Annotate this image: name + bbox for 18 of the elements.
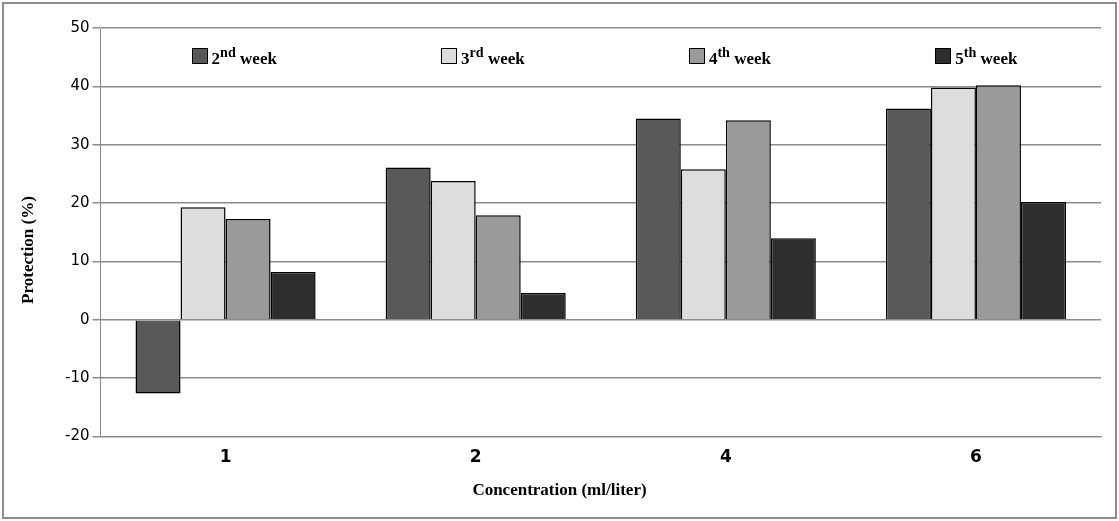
legend-label: 3$^{rd}$ week [461,44,525,69]
y-tick-label: -20 [65,426,90,445]
y-tick-label: -10 [65,368,90,387]
x-axis-title: Concentration (ml/liter) [471,480,648,500]
y-tick-label: 20 [70,193,90,211]
x-tick-label: 1 [219,446,232,467]
legend-label: 2$^{nd}$ week [211,44,277,69]
y-tick-label: 10 [70,251,90,270]
x-tick-label: 2 [469,446,482,467]
y-tick-label: 50 [70,17,90,36]
y-tick-label: 40 [70,76,90,95]
y-tick-label: 0 [79,309,90,328]
x-tick-label: 6 [970,446,982,467]
legend-label: 5$^{th}$ week [955,44,1018,69]
y-tick-label: 30 [70,134,90,153]
y-axis-title: Protection (%) [18,196,38,304]
legend-label: 4$^{th}$ week [708,44,772,69]
x-tick-label: 4 [719,446,732,467]
